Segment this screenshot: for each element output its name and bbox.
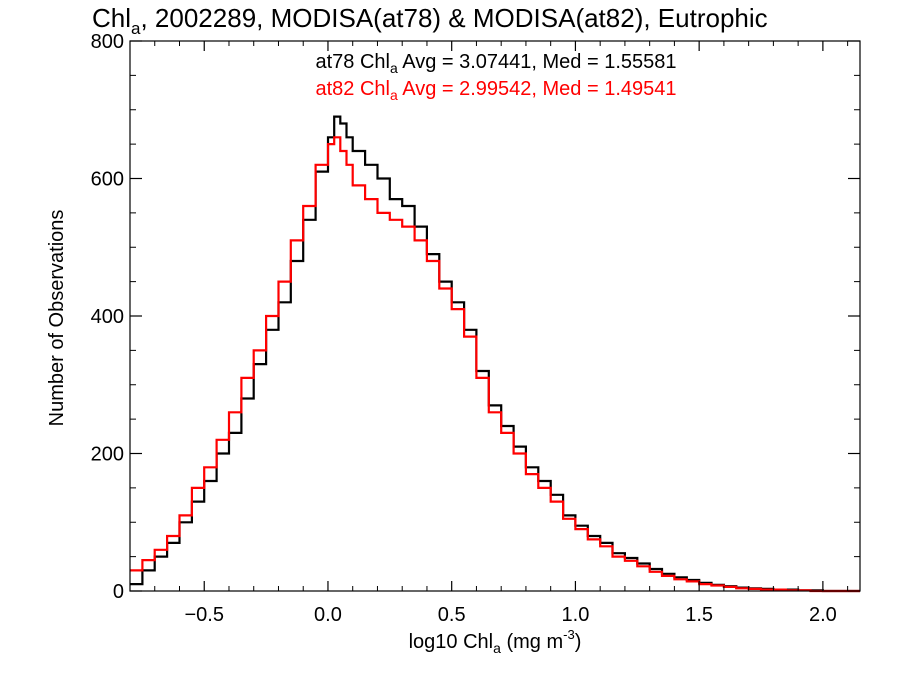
axes-layer: −0.5 0.0 0.5 1.0 1.5 2.0 0 200 400 600 800	[91, 31, 861, 626]
y-tick-label: 400	[91, 306, 124, 328]
y-tick-label: 600	[91, 169, 124, 191]
plot-frame	[129, 40, 861, 592]
y-axis-label: Number of Observations	[46, 210, 68, 427]
series-line-0	[130, 115, 860, 593]
y-tick-label: 800	[91, 31, 124, 53]
chart-title: Chla, 2002289, MODISA(at78) & MODISA(at8…	[92, 3, 768, 38]
x-axis-label-superscript: -3	[563, 627, 575, 642]
x-tick-label: 1.5	[685, 604, 713, 626]
x-tick-label: −0.5	[184, 604, 223, 626]
annotation-at82: at82 Chla Avg = 2.99542, Med = 1.49541	[315, 78, 676, 103]
y-tick-label: 0	[113, 581, 124, 603]
x-axis-label-subscript: a	[493, 640, 501, 656]
series-layer	[130, 115, 860, 593]
y-tick-label: 200	[91, 444, 124, 466]
x-axis-label: log10 Chla (mg m-3)	[409, 627, 582, 656]
x-tick-label: 1.0	[562, 604, 590, 626]
x-tick-label: 0.0	[314, 604, 342, 626]
series-line-1	[130, 136, 860, 593]
annotation-at78: at78 Chla Avg = 3.07441, Med = 1.55581	[315, 51, 676, 76]
x-tick-label: 2.0	[809, 604, 837, 626]
chart-title-subscript: a	[131, 19, 141, 38]
x-tick-label: 0.5	[438, 604, 466, 626]
